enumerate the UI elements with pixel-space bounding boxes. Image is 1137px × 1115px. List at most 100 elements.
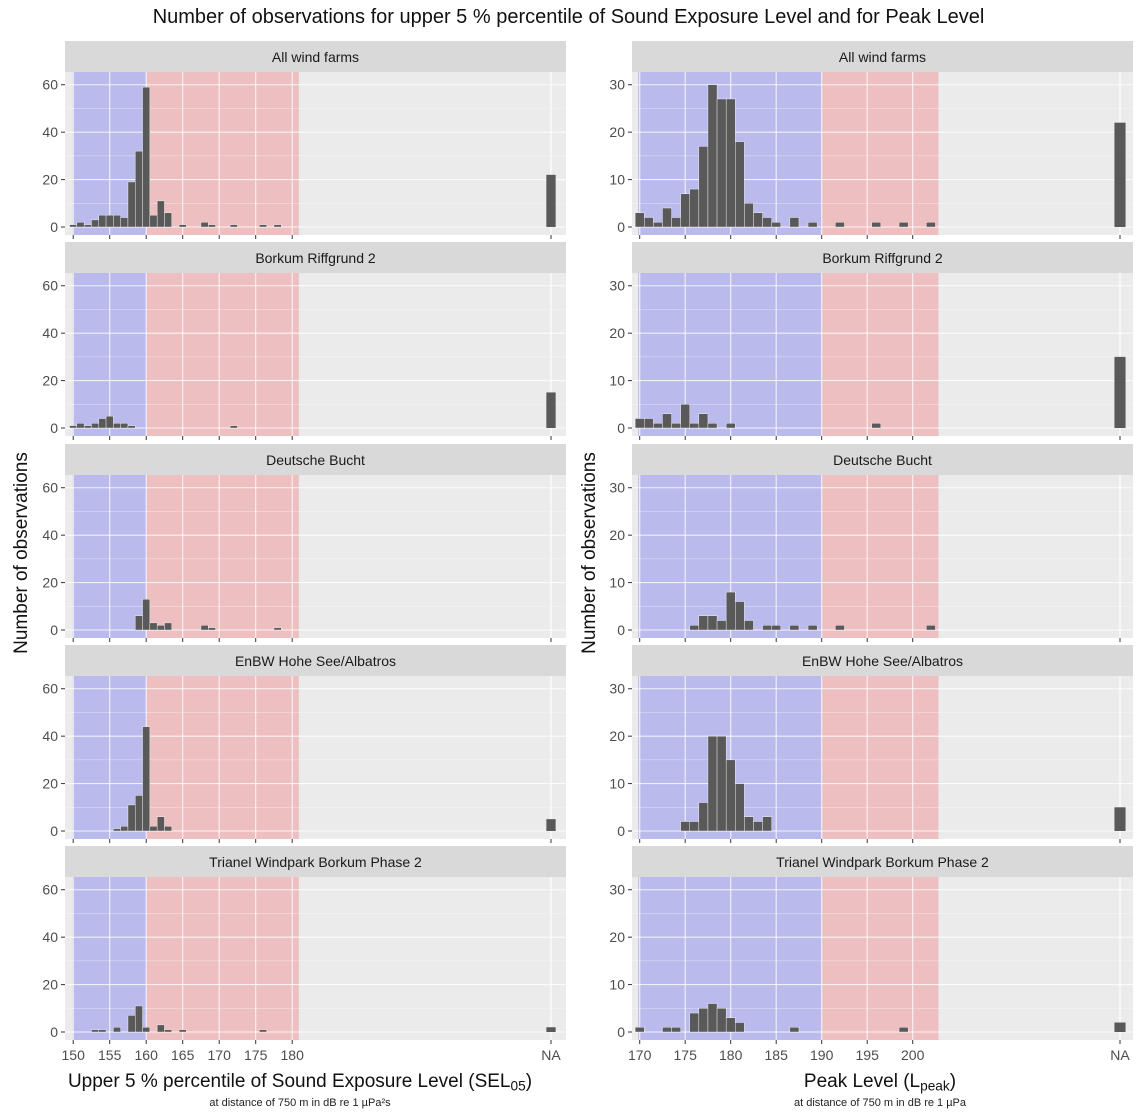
histogram-bar: [689, 821, 700, 832]
histogram-bar: [149, 214, 158, 228]
above-threshold-region: [821, 676, 939, 839]
histogram-bar: [120, 217, 129, 228]
y-tick-label: 20: [609, 728, 625, 744]
above-threshold-region: [821, 475, 939, 638]
histogram-bar: [707, 1003, 718, 1033]
histogram-bar: [164, 826, 172, 832]
histogram-bar: [229, 425, 238, 429]
histogram-bar: [671, 423, 681, 429]
facet-strip-label: Deutsche Bucht: [833, 452, 932, 468]
facet-strip-bg: [65, 242, 566, 273]
histogram-bar: [771, 222, 781, 228]
y-tick-label: 20: [609, 325, 625, 341]
histogram-bar: [644, 217, 654, 228]
histogram-bar: [807, 625, 818, 631]
histogram-bar: [725, 423, 736, 429]
histogram-bar: [634, 418, 645, 429]
x-tick-label: 175: [244, 1047, 268, 1063]
y-tick-label: 10: [609, 977, 625, 993]
y-tick-label: 30: [609, 480, 625, 496]
histogram-bar: [178, 1029, 187, 1033]
above-threshold-region: [821, 273, 939, 436]
histogram-bar: [273, 627, 282, 631]
histogram-bar: [735, 783, 745, 832]
histogram-bar: [716, 620, 727, 631]
histogram-bar: [156, 1024, 165, 1033]
facet-strip-label: Borkum Riffgrund 2: [255, 250, 376, 266]
histogram-bar: [762, 816, 772, 832]
histogram-bar: [698, 146, 709, 228]
histogram-bar: [835, 222, 845, 228]
facet-strip-bg: [632, 242, 1133, 273]
y-tick-label: 20: [609, 929, 625, 945]
histogram-bar: [735, 141, 745, 228]
histogram-bar: [83, 224, 92, 228]
x-tick-label: 165: [171, 1047, 195, 1063]
histogram-bar: [725, 98, 736, 228]
histogram-bar: [105, 214, 114, 228]
below-threshold-region: [638, 877, 822, 1040]
na-bar: [546, 392, 556, 428]
x-tick-label: 160: [135, 1047, 159, 1063]
histogram-bar: [689, 188, 700, 228]
histogram-bar: [229, 224, 238, 228]
histogram-bar: [91, 219, 99, 228]
above-threshold-region: [146, 877, 299, 1040]
y-tick-label: 0: [50, 1024, 58, 1040]
na-bar: [546, 819, 556, 831]
facet-strip-label: All wind farms: [839, 49, 926, 65]
histogram-bar: [835, 625, 845, 631]
histogram-bar: [744, 620, 754, 631]
x-axis-subtitle-right: at distance of 750 m in dB re 1 µPa: [793, 1097, 967, 1109]
histogram-bar: [113, 214, 121, 228]
na-bar: [1114, 122, 1126, 227]
histogram-bar: [164, 622, 172, 631]
facet-strip-label: Trianel Windpark Borkum Phase 2: [209, 854, 422, 870]
histogram-bar: [653, 423, 663, 429]
histogram-bar: [113, 1027, 121, 1033]
y-axis-title-right: Number of observations: [579, 452, 600, 654]
histogram-bar: [156, 200, 165, 228]
histogram-bar: [725, 759, 736, 832]
histogram-bar: [91, 423, 99, 429]
histogram-bar: [671, 1027, 681, 1033]
histogram-bar: [135, 795, 143, 832]
y-tick-label: 10: [609, 172, 625, 188]
histogram-bar: [127, 804, 136, 832]
na-bar: [546, 1027, 556, 1032]
y-tick-label: 20: [42, 977, 58, 993]
histogram-bar: [689, 1012, 700, 1033]
histogram-bar: [164, 1029, 172, 1033]
above-threshold-region: [821, 72, 939, 235]
histogram-bar: [120, 423, 129, 429]
facet-strip-bg: [632, 444, 1133, 475]
histogram-bar: [83, 425, 92, 429]
x-tick-label: 195: [856, 1047, 880, 1063]
histogram-bar: [689, 625, 700, 631]
y-tick-label: 20: [42, 373, 58, 389]
histogram-bar: [98, 214, 107, 228]
histogram-bar: [113, 828, 121, 832]
facet-strip-label: Trianel Windpark Borkum Phase 2: [776, 854, 989, 870]
x-tick-label: 150: [62, 1047, 86, 1063]
histogram-bar: [653, 222, 663, 228]
y-tick-label: 0: [50, 622, 58, 638]
histogram-bar: [662, 207, 672, 228]
x-tick-label: 175: [674, 1047, 698, 1063]
x-axis-title-left: Upper 5 % percentile of Sound Exposure L…: [67, 1071, 533, 1094]
histogram-bar: [634, 1027, 645, 1033]
histogram-bar: [698, 413, 709, 429]
y-tick-label: 60: [42, 278, 58, 294]
histogram-bar: [898, 222, 909, 228]
histogram-bar: [156, 816, 165, 832]
histogram-bar: [208, 224, 216, 228]
histogram-bar: [135, 150, 143, 228]
above-threshold-region: [146, 273, 299, 436]
histogram-bar: [771, 625, 781, 631]
facet-strip-label: EnBW Hohe See/Albatros: [235, 653, 396, 669]
y-tick-label: 20: [42, 172, 58, 188]
histogram-bar: [69, 425, 78, 429]
x-tick-label: 155: [98, 1047, 122, 1063]
y-tick-label: 0: [50, 420, 58, 436]
x-axis-subtitle-left: at distance of 750 m in dB re 1 µPa²s: [209, 1097, 391, 1109]
